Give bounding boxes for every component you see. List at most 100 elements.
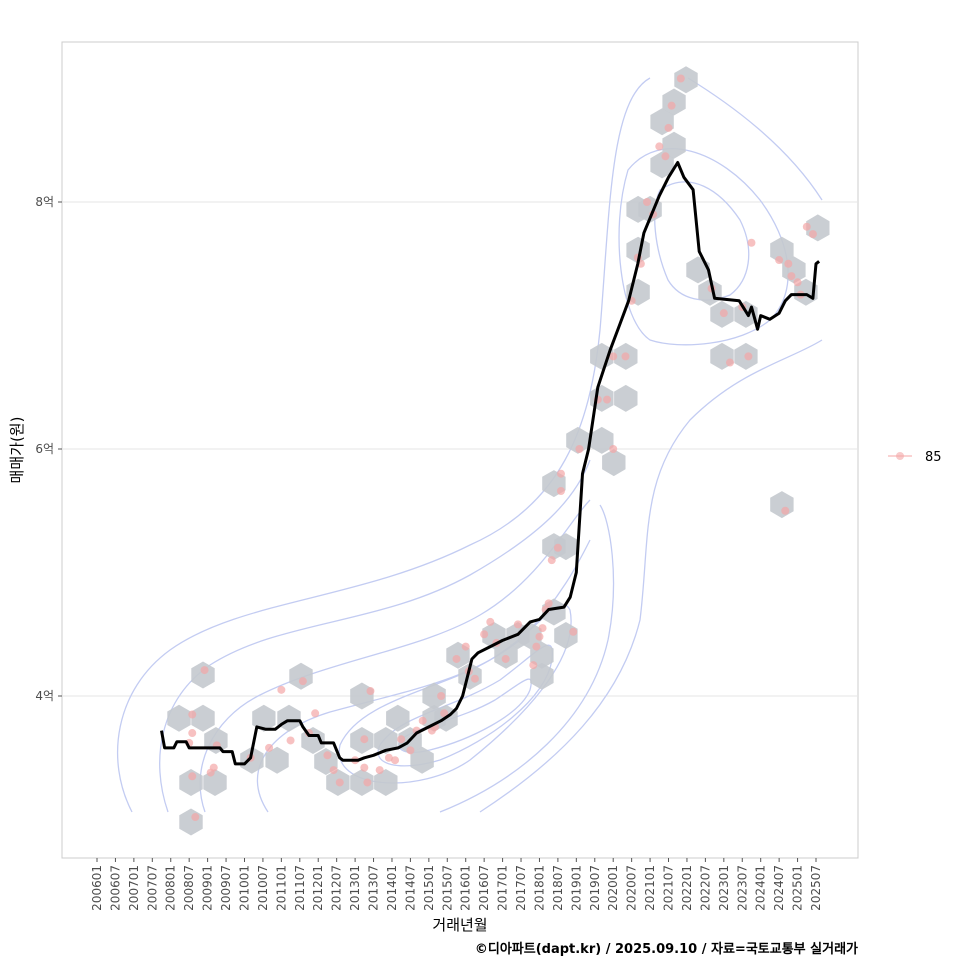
x-tick-label: 200601 — [90, 865, 104, 911]
data-point — [643, 198, 652, 206]
data-point — [188, 729, 197, 738]
data-point — [655, 142, 664, 151]
data-point — [437, 692, 446, 700]
data-point — [191, 813, 200, 822]
x-tick-label: 202401 — [754, 865, 768, 911]
x-tick-label: 201401 — [385, 865, 399, 911]
y-axis: 4억 6억 8억 — [35, 195, 62, 703]
data-point — [784, 259, 793, 268]
data-point — [391, 756, 400, 765]
data-point — [323, 751, 332, 760]
median-price-line — [160, 161, 821, 766]
x-tick-label: 201201 — [311, 865, 325, 911]
x-tick-label: 200801 — [164, 865, 178, 911]
plot-panel — [61, 41, 859, 859]
x-tick-label: 201407 — [403, 865, 417, 911]
contour-line — [116, 77, 651, 813]
hexbin — [770, 236, 794, 264]
hexbin — [289, 662, 313, 690]
legend-key-point — [896, 452, 904, 460]
data-point — [609, 445, 618, 453]
hexbin — [374, 769, 398, 796]
x-tick-label: 202307 — [735, 865, 749, 911]
x-tick-label: 202507 — [809, 865, 823, 911]
contour-line — [479, 339, 823, 813]
data-point — [661, 152, 670, 161]
data-point — [535, 632, 544, 641]
x-tick-label: 201601 — [459, 865, 473, 911]
contour-line — [687, 77, 823, 201]
hexbin — [554, 533, 578, 561]
hexbin — [350, 769, 374, 796]
data-point — [538, 624, 547, 633]
data-point — [360, 763, 369, 772]
x-tick-label: 201907 — [588, 865, 602, 911]
x-tick-label: 201607 — [477, 865, 491, 911]
x-tick-label: 200907 — [219, 865, 233, 911]
data-point — [556, 486, 565, 495]
hexbin — [386, 704, 410, 732]
caption: ©디아파트(dapt.kr) / 2025.09.10 / 자료=국토교통부 실… — [475, 941, 858, 957]
x-tick-label: 200707 — [145, 865, 159, 911]
data-point — [363, 778, 372, 787]
data-point — [667, 101, 676, 110]
data-point — [200, 666, 209, 675]
hexbin — [590, 342, 614, 370]
data-point — [366, 687, 375, 696]
data-point — [744, 352, 753, 361]
data-point — [747, 238, 756, 247]
data-point — [406, 746, 415, 755]
hexbin — [458, 662, 482, 690]
x-axis: 200601 200607 200701 200707 200801 200807 2009… — [90, 858, 823, 911]
hexbin — [662, 131, 686, 159]
contour-line — [654, 181, 750, 301]
y-tick-label: 4억 — [35, 689, 54, 703]
x-tick-label: 202007 — [625, 865, 639, 911]
data-point — [544, 599, 553, 608]
x-tick-label: 201901 — [569, 865, 583, 911]
data-point — [188, 772, 197, 781]
data-point — [298, 677, 307, 686]
data-point — [775, 256, 784, 265]
x-tick-label: 202207 — [698, 865, 712, 911]
data-point — [719, 309, 728, 318]
data-point — [569, 627, 578, 636]
data-point — [440, 709, 449, 718]
data-point — [787, 272, 796, 281]
x-tick-label: 201101 — [274, 865, 288, 911]
x-tick-label: 201001 — [237, 865, 251, 911]
legend-label: 85 — [925, 450, 942, 465]
data-point — [311, 709, 320, 718]
data-point — [470, 674, 479, 683]
y-tick-label: 6억 — [35, 442, 54, 456]
data-point — [329, 766, 338, 775]
x-tick-label: 200607 — [108, 865, 122, 911]
data-point — [553, 543, 562, 552]
x-tick-label: 201307 — [367, 865, 381, 911]
hexbin — [179, 769, 203, 796]
contour-line — [256, 539, 591, 813]
hexbin — [191, 704, 215, 732]
data-point — [277, 685, 286, 694]
x-tick-label: 201801 — [532, 865, 546, 911]
y-tick-label: 8억 — [35, 195, 54, 209]
hexbin — [191, 661, 215, 689]
x-axis-title: 거래년월 — [432, 916, 487, 934]
hexbin — [662, 88, 686, 116]
data-point — [781, 506, 790, 515]
contour-line — [338, 604, 572, 784]
data-point — [452, 654, 461, 663]
hexbin — [422, 682, 446, 710]
data-point — [802, 222, 811, 231]
data-point — [575, 445, 584, 453]
x-tick-label: 202407 — [772, 865, 786, 911]
data-point — [461, 642, 470, 651]
data-point — [676, 74, 685, 83]
x-tick-label: 200807 — [182, 865, 196, 911]
x-tick-label: 201501 — [422, 865, 436, 911]
x-tick-label: 202107 — [662, 865, 676, 911]
data-point — [209, 763, 218, 772]
x-tick-label: 200701 — [127, 865, 141, 911]
data-point — [480, 630, 489, 639]
data-point — [418, 716, 427, 725]
